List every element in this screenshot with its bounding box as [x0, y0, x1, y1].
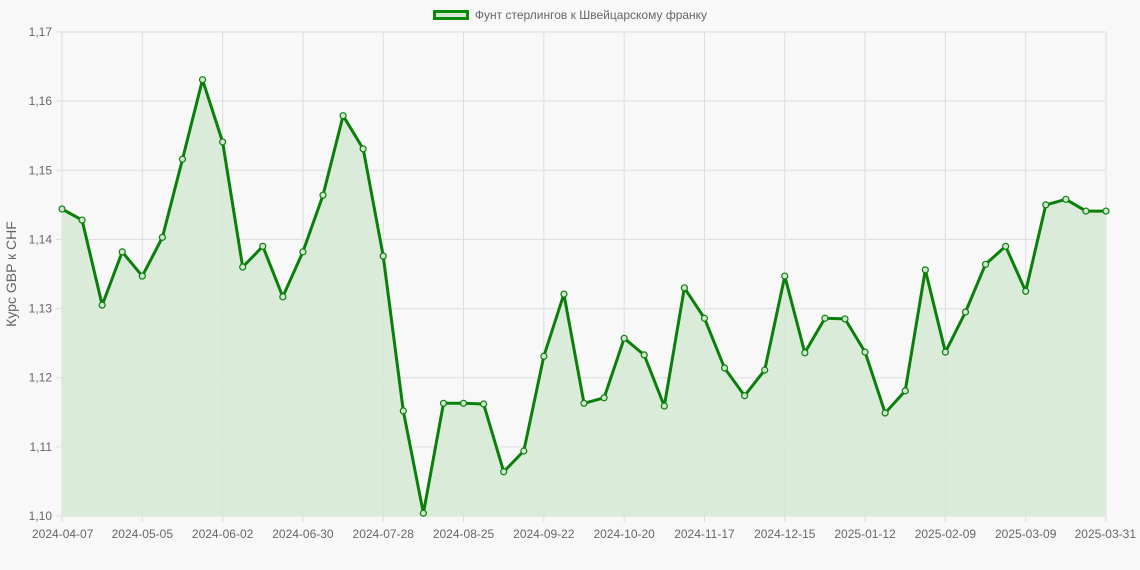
data-point — [761, 366, 769, 374]
y-tick-label: 1,11 — [30, 440, 53, 454]
data-point — [379, 252, 387, 260]
data-point — [640, 351, 648, 359]
data-point — [801, 349, 809, 357]
x-tick-label: 2024-12-15 — [754, 527, 816, 541]
data-point — [78, 216, 86, 224]
data-point — [660, 402, 668, 410]
data-point — [219, 138, 227, 146]
y-tick-label: 1,14 — [29, 232, 53, 246]
data-point — [941, 348, 949, 356]
x-tick-label: 2024-08-25 — [433, 527, 495, 541]
data-point — [720, 364, 729, 372]
data-point — [500, 468, 508, 476]
data-point — [741, 392, 749, 400]
data-point — [700, 314, 709, 322]
data-point — [359, 145, 367, 153]
data-point — [459, 399, 468, 407]
y-tick-label: 1,16 — [29, 94, 53, 108]
data-point — [239, 263, 247, 271]
y-tick-label: 1,10 — [29, 509, 53, 523]
x-tick-label: 2025-03-31 — [1075, 527, 1137, 541]
x-tick-label: 2025-02-09 — [915, 527, 977, 541]
data-point — [680, 284, 688, 292]
data-point — [158, 233, 166, 241]
data-point — [480, 400, 488, 408]
x-tick-label: 2024-11-17 — [674, 527, 735, 541]
series-area — [62, 79, 1106, 516]
y-tick-label: 1,17 — [29, 25, 53, 39]
x-tick-label: 2024-04-07 — [32, 527, 94, 541]
data-point — [98, 301, 106, 309]
legend[interactable]: Фунт стерлингов к Швейцарскому франку — [0, 7, 1140, 22]
data-point — [1082, 207, 1090, 215]
data-point — [921, 266, 929, 274]
data-point — [178, 155, 187, 163]
x-tick-label: 2024-10-20 — [593, 527, 655, 541]
data-point — [319, 191, 327, 199]
data-point — [138, 272, 146, 280]
y-tick-label: 1,15 — [29, 163, 53, 177]
data-point — [520, 447, 528, 455]
data-point — [981, 260, 990, 268]
y-axis-title: Курс GBP к CHF — [3, 221, 19, 327]
data-point — [1062, 195, 1070, 203]
x-tick-label: 2024-05-05 — [112, 527, 174, 541]
x-tick-label: 2024-06-02 — [192, 527, 254, 541]
data-point — [279, 293, 287, 301]
data-point — [540, 352, 548, 360]
x-tick-label: 2024-07-28 — [353, 527, 415, 541]
data-point — [961, 308, 970, 316]
x-tick-label: 2025-01-12 — [834, 527, 896, 541]
data-point — [841, 315, 849, 323]
y-tick-label: 1,13 — [29, 302, 53, 316]
y-tick-label: 1,12 — [29, 371, 53, 385]
data-point — [1102, 207, 1110, 215]
data-point — [299, 248, 307, 256]
data-point — [781, 272, 789, 280]
data-point — [58, 205, 66, 213]
data-point — [439, 399, 448, 407]
legend-label: Фунт стерлингов к Швейцарскому франку — [474, 7, 708, 22]
data-point — [1042, 201, 1050, 209]
data-point — [580, 399, 588, 407]
data-point — [259, 242, 267, 250]
legend-swatch — [432, 9, 469, 20]
data-point — [399, 407, 407, 415]
data-point — [620, 334, 628, 342]
x-tick-label: 2024-09-22 — [513, 527, 575, 541]
data-point — [560, 290, 568, 298]
data-point — [1022, 287, 1030, 295]
data-point — [861, 348, 869, 356]
data-point — [339, 112, 347, 120]
x-tick-label: 2024-06-30 — [272, 527, 334, 541]
data-point — [419, 509, 427, 517]
data-point — [118, 248, 126, 256]
x-tick-label: 2025-03-09 — [995, 527, 1057, 541]
data-point — [901, 387, 909, 395]
data-point — [1002, 242, 1010, 250]
data-point — [881, 409, 889, 417]
data-point — [821, 314, 829, 322]
data-point — [600, 394, 608, 402]
data-point — [198, 76, 207, 84]
